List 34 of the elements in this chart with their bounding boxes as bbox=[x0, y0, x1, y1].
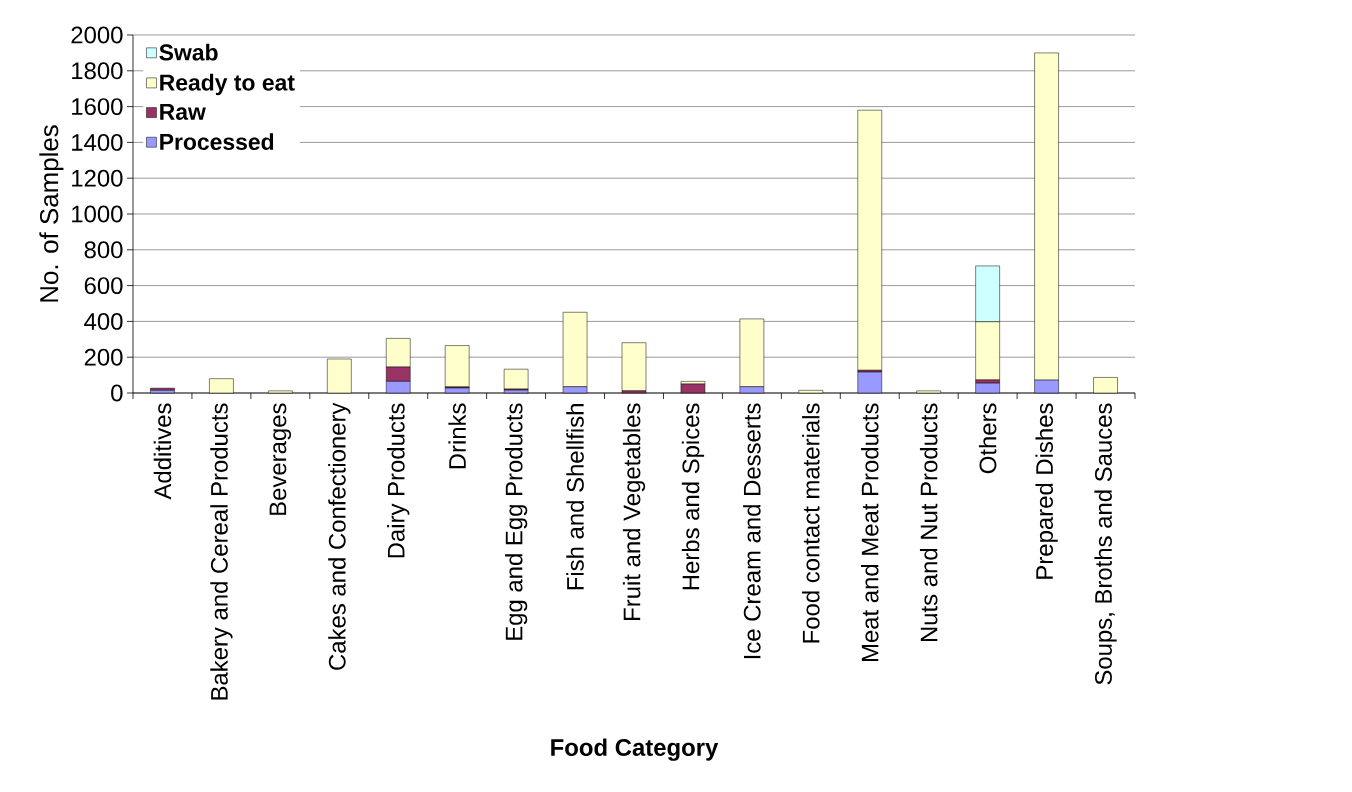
y-tick-label: 200 bbox=[84, 348, 123, 366]
x-tick-label: Ice Cream and Desserts bbox=[743, 403, 761, 659]
x-tick-label: Egg and Egg Products bbox=[504, 403, 528, 640]
y-tick-label: 1600 bbox=[72, 98, 123, 116]
x-tick-label: Bakery and Cereal Products bbox=[210, 403, 233, 700]
x-tick-label: Prepared Dishes bbox=[1035, 403, 1058, 579]
x-tick-label: Drinks bbox=[448, 403, 466, 469]
x-tick-label: Nuts and Nut Products bbox=[919, 403, 938, 642]
x-tick-label: Beverages bbox=[269, 403, 292, 515]
y-tick-label: 2000 bbox=[71, 26, 123, 44]
x-tick-label: Meat and Meat Products bbox=[860, 403, 879, 662]
y-tick-label: 400 bbox=[84, 312, 123, 330]
y-axis-title: No. of Samples bbox=[39, 125, 64, 302]
y-tick-label: 800 bbox=[84, 241, 123, 259]
x-tick-label: Fish and Shellfish bbox=[566, 404, 584, 590]
y-tick-label: 0 bbox=[111, 384, 123, 402]
legend-label: Raw bbox=[160, 103, 206, 120]
x-tick-label: Food contact materials bbox=[802, 403, 820, 643]
x-tick-label: Dairy Products bbox=[387, 403, 410, 558]
legend-label: Processed bbox=[160, 133, 274, 150]
x-axis-title: Food Category bbox=[551, 738, 719, 761]
x-tick-label: Soups, Broths and Sauces bbox=[1094, 403, 1117, 685]
x-tick-label: Others bbox=[978, 403, 997, 474]
y-tick-label: 1000 bbox=[72, 205, 123, 223]
x-tick-label: Cakes and Confectionery bbox=[328, 402, 351, 670]
y-tick-label: 600 bbox=[84, 277, 123, 295]
x-tick-label: Fruit and Vegetables bbox=[622, 403, 646, 620]
y-tick-label: 1800 bbox=[72, 62, 123, 80]
x-tick-label: Herbs and Spices bbox=[681, 403, 705, 590]
y-tick-label: 1200 bbox=[72, 169, 123, 187]
legend-label: Ready to eat bbox=[160, 73, 295, 96]
legend-label: Swab bbox=[159, 43, 218, 61]
y-tick-label: 1400 bbox=[72, 133, 123, 151]
x-tick-label: Additives bbox=[153, 403, 172, 500]
